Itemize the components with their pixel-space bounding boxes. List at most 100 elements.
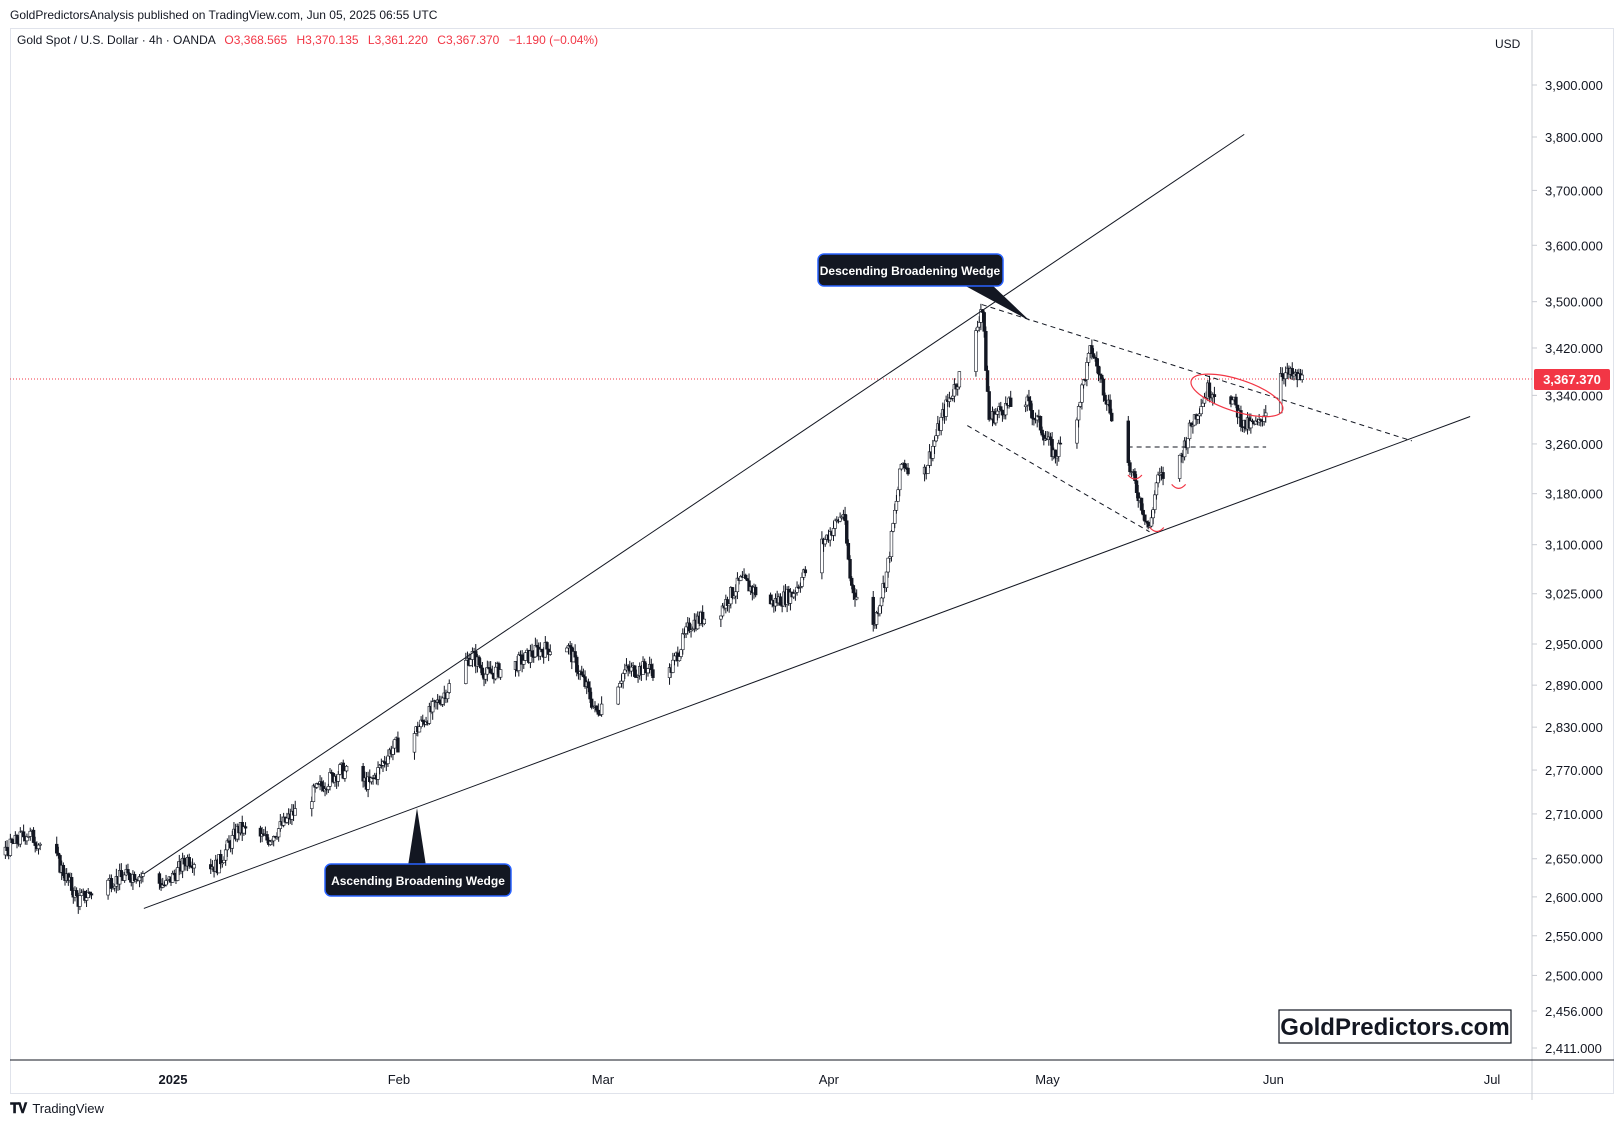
- candle-down: [745, 578, 750, 582]
- candle-down: [846, 542, 851, 560]
- candle-down: [89, 893, 94, 896]
- candle-down: [1234, 396, 1238, 406]
- candle-up: [734, 591, 738, 597]
- legend-high: H3,370.135: [296, 33, 358, 47]
- axis-layer: 3,900.000 3,800.000 3,700.000 3,600.000 3,50…: [10, 30, 1614, 1100]
- candle-up: [392, 739, 397, 749]
- candle-down: [1110, 412, 1114, 422]
- candle-down: [848, 559, 852, 579]
- candle-down: [586, 681, 591, 689]
- descending-wedge-callout: Descending Broadening Wedge: [817, 253, 1030, 321]
- candle-up: [417, 726, 422, 733]
- descending-wedge-upper-line: [981, 304, 1412, 442]
- candle-up: [618, 683, 622, 688]
- candle-down: [1161, 472, 1165, 479]
- candle-down: [1141, 509, 1145, 516]
- candle-up: [469, 659, 473, 666]
- candle-up: [886, 557, 890, 573]
- candle-up: [464, 659, 468, 684]
- candle-up: [931, 445, 935, 459]
- candle-up: [412, 733, 417, 753]
- candle-up: [891, 523, 895, 532]
- candle-down: [594, 705, 599, 711]
- candle-up: [1057, 442, 1061, 457]
- candle-down: [21, 831, 26, 838]
- pivot-low-marker: [1127, 474, 1143, 480]
- x-tick-label: Feb: [388, 1072, 410, 1087]
- candle-down: [575, 656, 579, 673]
- candle-up: [672, 655, 677, 661]
- candle-down: [633, 665, 637, 677]
- candle-down: [903, 463, 907, 469]
- candle-up: [328, 772, 332, 787]
- candle-down: [480, 667, 485, 676]
- candle-up: [28, 830, 32, 837]
- candle-up: [38, 843, 42, 846]
- y-tick-label: 3,340.000: [1545, 388, 1603, 403]
- candle-up: [854, 596, 859, 600]
- candle-up: [1156, 474, 1160, 484]
- candle-up: [616, 686, 620, 705]
- y-tick-label: 2,890.000: [1545, 678, 1603, 693]
- pivot-low-marker: [1171, 483, 1187, 489]
- candle-down: [1009, 397, 1013, 407]
- candle-down: [843, 514, 847, 522]
- candle-down: [1028, 400, 1033, 411]
- candle-down: [851, 585, 856, 594]
- candle-up: [884, 571, 889, 589]
- candle-down: [1139, 497, 1144, 511]
- candle-up: [831, 528, 836, 536]
- candle-down: [1212, 394, 1217, 397]
- candle-down: [1058, 442, 1063, 445]
- candle-up: [1186, 438, 1190, 449]
- candle-up: [934, 435, 938, 442]
- publisher-header: GoldPredictorsAnalysis published on Trad…: [10, 8, 437, 22]
- y-tick-label: 3,600.000: [1545, 238, 1603, 253]
- overlay-layer: [143, 133, 1471, 909]
- candle-up: [1151, 509, 1155, 519]
- candle-down: [545, 642, 549, 650]
- candle-down: [1103, 394, 1107, 401]
- candle-down: [580, 671, 584, 676]
- candle-up: [1278, 373, 1283, 414]
- y-tick-label: 2,770.000: [1545, 763, 1603, 778]
- candle-up: [276, 828, 281, 838]
- y-tick-label: 3,260.000: [1545, 437, 1603, 452]
- y-tick-label: 3,900.000: [1545, 78, 1603, 93]
- candle-down: [651, 669, 655, 678]
- candle-down: [437, 699, 442, 704]
- candle-up: [957, 371, 962, 388]
- candle-down: [1126, 420, 1130, 463]
- ascending-wedge-upper-line: [143, 133, 1245, 875]
- candle-up: [893, 510, 897, 524]
- candle-down: [1280, 373, 1285, 378]
- candle-down: [573, 651, 577, 658]
- candle-up: [523, 652, 528, 661]
- candle-up: [230, 835, 234, 849]
- legend-change: −1.190 (−0.04%): [509, 33, 598, 47]
- candle-up: [956, 386, 960, 390]
- candle-up: [1264, 412, 1268, 417]
- candle-up: [493, 666, 498, 680]
- candle-down: [488, 668, 493, 674]
- candle-up: [1080, 384, 1084, 403]
- candle-down: [1095, 358, 1099, 367]
- candle-down: [127, 872, 132, 881]
- candle-down: [477, 656, 481, 666]
- candle-up: [679, 649, 683, 657]
- candle-up: [944, 399, 948, 417]
- candle-up: [79, 892, 84, 896]
- candle-down: [1091, 353, 1096, 358]
- candle-down: [1030, 410, 1034, 419]
- candle-up: [994, 414, 998, 424]
- y-tick-label: 3,700.000: [1545, 183, 1603, 198]
- candle-up: [391, 747, 395, 755]
- candle-down: [265, 834, 269, 841]
- candle-up: [939, 417, 943, 431]
- candle-down: [479, 664, 483, 669]
- tradingview-logo-icon[interactable]: 𝐓𝐕: [10, 1100, 27, 1116]
- tradingview-brand[interactable]: TradingView: [32, 1101, 104, 1116]
- candle-down: [74, 890, 79, 897]
- candle-up: [336, 773, 340, 782]
